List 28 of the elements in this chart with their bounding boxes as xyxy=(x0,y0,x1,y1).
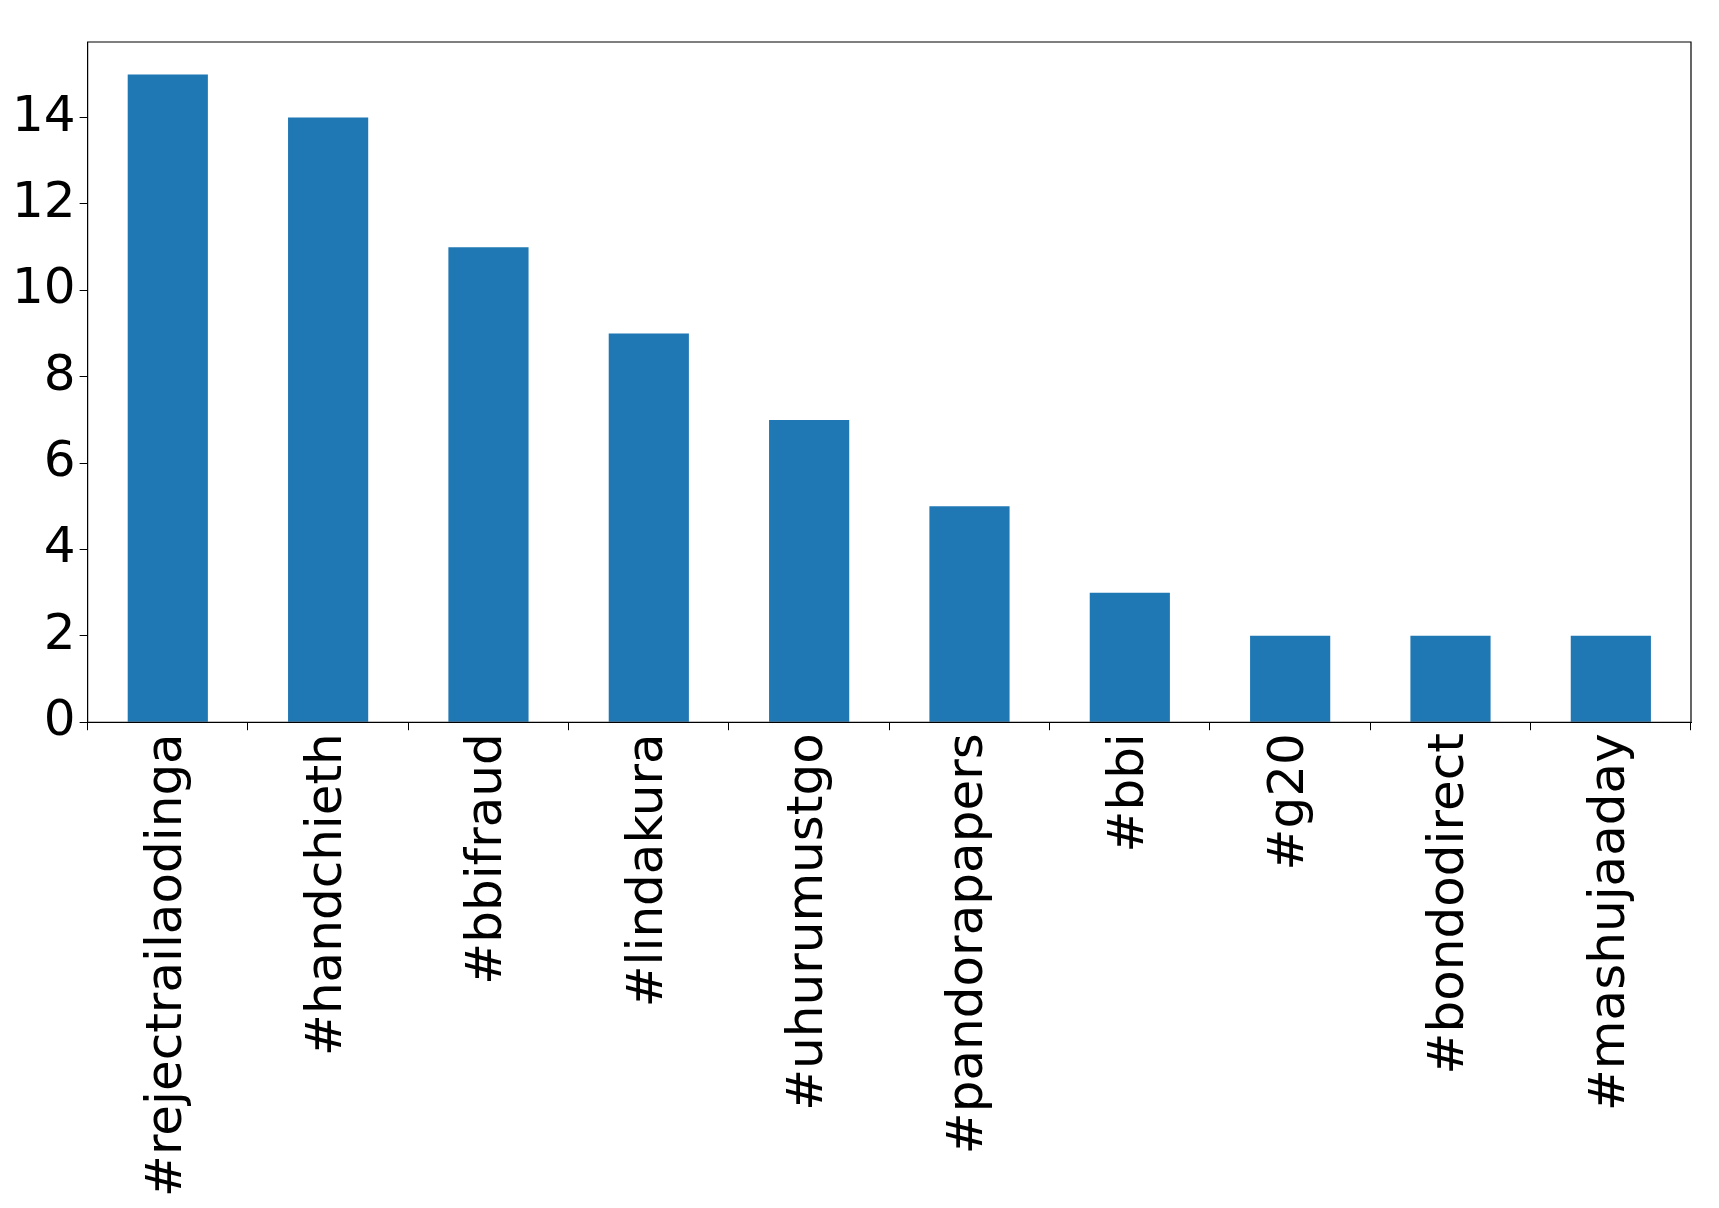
x-tick-label: #bbi xyxy=(1096,733,1155,853)
y-tick-label: 0 xyxy=(43,689,76,748)
bar xyxy=(769,419,850,722)
x-tick-label: #handchieth xyxy=(295,733,354,1057)
bar xyxy=(1089,592,1170,722)
x-tick-label: #lindakura xyxy=(615,733,674,1008)
x-tick-label: #bondodirect xyxy=(1417,733,1476,1075)
x-tick-label: #pandorapapers xyxy=(936,733,995,1155)
x-tick-label: #bbifraud xyxy=(455,733,514,985)
y-tick-label: 12 xyxy=(12,170,76,229)
bar xyxy=(929,506,1010,722)
y-tick-label: 10 xyxy=(12,257,76,316)
bar xyxy=(288,117,369,722)
x-tick-label: #mashujaaday xyxy=(1577,733,1636,1112)
bar xyxy=(1250,635,1331,722)
y-tick-label: 8 xyxy=(43,343,76,402)
bar xyxy=(127,74,208,722)
bar xyxy=(1410,635,1491,722)
bar xyxy=(1570,635,1651,722)
bar xyxy=(448,247,529,722)
y-tick-label: 4 xyxy=(43,516,76,575)
x-tick-label: #uhurumustgo xyxy=(776,733,835,1111)
y-tick-label: 14 xyxy=(12,84,76,143)
y-tick-label: 2 xyxy=(43,602,76,661)
bar xyxy=(608,333,689,722)
x-tick-label: #g20 xyxy=(1257,733,1316,871)
y-tick-label: 6 xyxy=(43,430,76,489)
x-tick-label: #rejectrailaodinga xyxy=(134,733,193,1198)
